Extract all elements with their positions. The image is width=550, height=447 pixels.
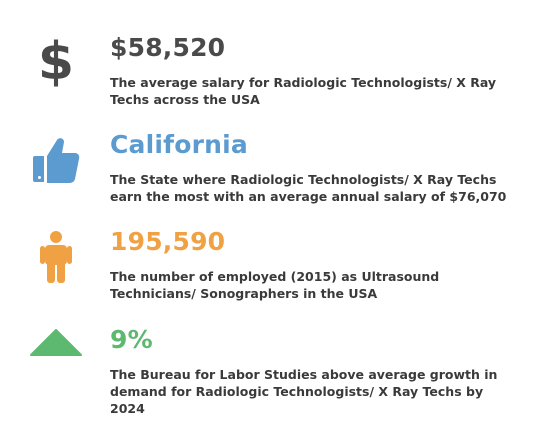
thumbs-up-icon [26,130,86,190]
stat-description: The State where Radiologic Technologists… [110,172,507,204]
stat-description: The number of employed (2015) as Ultraso… [110,269,440,301]
stat-value: 195,590 [110,227,226,256]
stat-value: $58,520 [110,33,226,62]
person-icon [26,227,86,287]
stat-value: California [110,130,248,159]
stat-description: The Bureau for Labor Studies above avera… [110,367,498,416]
up-triangle-icon [26,313,86,373]
stat-value: 9% [110,325,153,354]
dollar-icon: $ [37,32,75,92]
stat-description: The average salary for Radiologic Techno… [110,75,497,107]
